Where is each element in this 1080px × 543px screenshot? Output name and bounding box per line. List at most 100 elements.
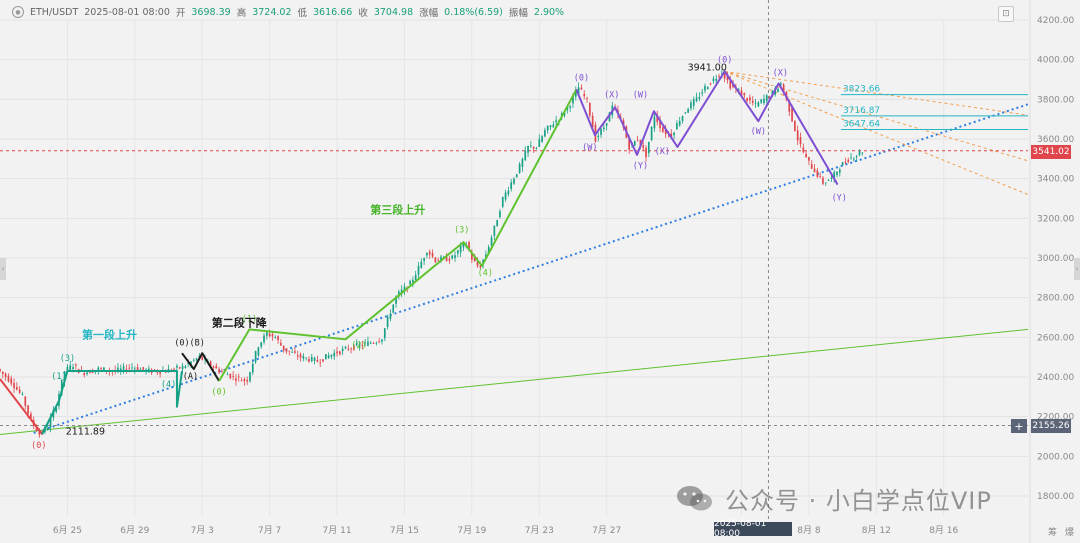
candle-body <box>760 99 763 103</box>
candle-body <box>237 376 240 378</box>
candle-body <box>530 145 532 147</box>
wave-label: (1) <box>51 372 66 382</box>
y-tick-label: 2200.00 <box>1037 413 1074 423</box>
candle-body <box>645 147 647 158</box>
current-price-tag: 3541.02 <box>1031 145 1071 159</box>
candle-body <box>308 358 310 362</box>
candle-body <box>757 102 760 107</box>
y-tick-label: 2400.00 <box>1037 373 1074 383</box>
chip-tool[interactable]: 筹 <box>1048 528 1058 538</box>
candle-body <box>490 237 493 246</box>
candle-body <box>532 146 535 149</box>
candle-body <box>462 242 465 248</box>
candle-body <box>195 358 198 361</box>
x-tick-label: 7月 27 <box>592 525 621 536</box>
candle-body <box>836 171 838 176</box>
candle-body <box>69 365 72 371</box>
y-tick-label: 3400.00 <box>1037 175 1074 185</box>
screenshot-icon[interactable]: ⊡ <box>998 6 1014 22</box>
candle-body <box>501 196 504 207</box>
candle-body <box>426 253 428 256</box>
candle-body <box>316 359 319 362</box>
candle-body <box>49 417 52 428</box>
fib-level-label: 3823.66 <box>843 85 880 95</box>
candle-body <box>347 348 350 350</box>
candle-body <box>218 369 220 373</box>
candle-body <box>496 220 498 227</box>
candle-body <box>636 140 639 142</box>
candle-body <box>103 367 105 372</box>
candle-body <box>485 254 487 259</box>
candle-body <box>235 378 237 381</box>
candle-body <box>367 341 369 346</box>
candle-body <box>271 334 274 337</box>
candle-body <box>577 87 580 94</box>
x-tick-label: 8月 16 <box>929 525 958 536</box>
collapse-right-icon[interactable]: › <box>1074 258 1080 280</box>
candle-body <box>336 351 338 354</box>
candle-body <box>754 102 757 104</box>
candle-body <box>504 192 507 200</box>
candle-body <box>535 147 538 149</box>
candle-body <box>810 164 813 169</box>
x-tick-label: 7月 23 <box>525 525 554 536</box>
candle-body <box>280 342 282 346</box>
candle-body <box>251 363 254 373</box>
x-tick-label: 7月 19 <box>457 525 486 536</box>
candle-body <box>732 84 734 88</box>
candle-body <box>513 178 515 184</box>
candle-body <box>794 120 796 131</box>
candle-body <box>850 157 852 159</box>
candle-body <box>507 190 510 195</box>
liquidation-tool[interactable]: 爆 <box>1065 528 1075 538</box>
candle-body <box>1 371 4 374</box>
open-label: 开 <box>175 8 186 19</box>
candle-body <box>681 116 684 122</box>
candle-body <box>451 255 454 259</box>
settings-icon[interactable]: ● <box>12 6 24 18</box>
wave-label: (1) <box>242 314 257 324</box>
candle-body <box>861 152 864 154</box>
candle-body <box>249 372 251 382</box>
candle-body <box>420 261 423 269</box>
ohlc-header: ● ETH/USDT 2025-08-01 08:00 开 3698.39 高 … <box>12 4 564 20</box>
candle-body <box>372 343 375 344</box>
wave-label: (Y) <box>832 193 847 203</box>
candle-body <box>412 279 414 283</box>
wave-label: (0) <box>211 387 226 397</box>
candle-body <box>524 150 527 161</box>
y-tick-label: 2800.00 <box>1037 294 1074 304</box>
candle-body <box>476 261 479 266</box>
wave-label: (0) <box>174 338 189 348</box>
low-value: 3616.66 <box>313 6 353 18</box>
y-tick-label: 2600.00 <box>1037 333 1074 343</box>
candle-body <box>546 125 549 131</box>
wave-label: (X) <box>773 69 788 79</box>
add-alert-button[interactable]: + <box>1011 419 1027 433</box>
candle-body <box>740 90 743 96</box>
elliott-wave-path <box>575 70 839 186</box>
candle-body <box>855 156 858 158</box>
candle-body <box>824 182 827 184</box>
candle-body <box>333 352 336 357</box>
candle-body <box>35 426 38 432</box>
x-tick-label: 7月 11 <box>323 525 352 536</box>
candle-body <box>473 257 476 262</box>
candle-body <box>471 252 473 260</box>
candle-body <box>232 375 234 377</box>
candle-body <box>381 339 383 342</box>
candle-body <box>487 246 490 254</box>
candle-body <box>676 123 678 130</box>
candle-body <box>706 87 709 90</box>
x-tick-label: 8月 12 <box>862 525 891 536</box>
candle-body <box>339 351 341 355</box>
x-tick-label: 7月 3 <box>191 525 214 536</box>
candle-body <box>808 156 810 161</box>
collapse-left-icon[interactable]: ‹ <box>0 258 6 280</box>
wave-label: (B) <box>189 338 204 348</box>
candle-body <box>664 129 667 135</box>
candle-body <box>364 342 366 344</box>
candle-body <box>440 256 442 261</box>
